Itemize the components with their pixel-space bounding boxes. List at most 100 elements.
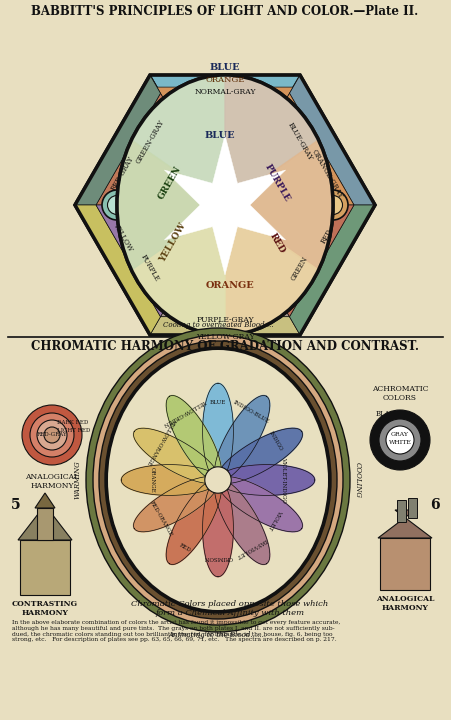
Circle shape: [264, 284, 294, 313]
Text: Cooling to overheated Blood....: Cooling to overheated Blood....: [163, 321, 273, 329]
Bar: [380, 538, 430, 590]
Polygon shape: [132, 205, 225, 335]
Polygon shape: [121, 464, 218, 495]
Polygon shape: [150, 317, 300, 335]
Text: YELLOW-ORANGE: YELLOW-ORANGE: [146, 417, 176, 465]
Circle shape: [44, 427, 60, 443]
Bar: [37, 508, 53, 540]
Polygon shape: [35, 493, 55, 508]
Ellipse shape: [99, 341, 337, 619]
Text: GREEN-GRAY: GREEN-GRAY: [134, 119, 166, 166]
Text: RED-GRAY: RED-GRAY: [110, 155, 136, 192]
Text: PURPLE-GRAY: PURPLE-GRAY: [196, 317, 254, 325]
Text: YELLOW: YELLOW: [158, 222, 188, 264]
Text: GREEN: GREEN: [157, 165, 183, 202]
Polygon shape: [164, 99, 286, 112]
Text: ORANGE-GRAY: ORANGE-GRAY: [310, 148, 344, 199]
Polygon shape: [75, 75, 171, 205]
Polygon shape: [225, 75, 318, 205]
Ellipse shape: [117, 75, 333, 335]
Polygon shape: [215, 480, 270, 564]
Polygon shape: [18, 505, 72, 540]
Text: VIOLET-INDIGO: VIOLET-INDIGO: [281, 457, 286, 503]
Circle shape: [205, 467, 231, 493]
Polygon shape: [215, 395, 270, 481]
Polygon shape: [117, 205, 190, 299]
Circle shape: [386, 426, 414, 454]
Text: WARMING: WARMING: [74, 461, 82, 500]
Text: YELLOW: YELLOW: [111, 220, 134, 252]
Text: In the above elaborate combination of colors the artist has found it impossible : In the above elaborate combination of co…: [12, 620, 341, 642]
Circle shape: [156, 284, 186, 313]
Polygon shape: [218, 464, 315, 495]
Circle shape: [107, 196, 126, 215]
Circle shape: [22, 405, 82, 465]
Polygon shape: [117, 112, 190, 205]
Polygon shape: [150, 299, 300, 335]
Circle shape: [370, 410, 430, 470]
Text: Chromatic Colors placed opposite those which
form a Chemical Affinity with them: Chromatic Colors placed opposite those w…: [131, 600, 329, 617]
Circle shape: [318, 190, 348, 220]
Ellipse shape: [105, 347, 331, 613]
Polygon shape: [225, 205, 318, 335]
Polygon shape: [290, 205, 375, 335]
Polygon shape: [75, 75, 375, 335]
Ellipse shape: [108, 350, 328, 610]
Text: ANALOGICAL
HARMONY: ANALOGICAL HARMONY: [25, 473, 79, 490]
Polygon shape: [279, 75, 375, 205]
Polygon shape: [133, 428, 219, 483]
Text: VIOLET: VIOLET: [267, 508, 283, 530]
Text: BLUE: BLUE: [210, 400, 226, 405]
Polygon shape: [202, 383, 234, 480]
Circle shape: [37, 420, 67, 450]
Text: CHROMATIC HARMONY OF GRADATION AND CONTRAST.: CHROMATIC HARMONY OF GRADATION AND CONTR…: [31, 340, 419, 353]
Text: COOLING: COOLING: [354, 462, 362, 498]
Text: ORANGE: ORANGE: [206, 281, 254, 289]
Text: WHITE: WHITE: [389, 441, 411, 446]
Ellipse shape: [86, 328, 350, 632]
Text: YELLOW-GREEN: YELLOW-GREEN: [163, 398, 207, 427]
Circle shape: [102, 190, 132, 220]
Bar: [20, 540, 70, 595]
Polygon shape: [217, 428, 303, 483]
Text: RED-ORANGE: RED-ORANGE: [148, 500, 173, 538]
Text: ANALOGICAL
HARMONY: ANALOGICAL HARMONY: [376, 595, 434, 612]
Text: BABBITT'S PRINCIPLES OF LIGHT AND COLOR.—Plate II.: BABBITT'S PRINCIPLES OF LIGHT AND COLOR.…: [32, 5, 419, 18]
Polygon shape: [132, 75, 225, 205]
Text: CRIMSON: CRIMSON: [203, 556, 233, 560]
Text: GRAY: GRAY: [391, 433, 409, 438]
Text: 5: 5: [11, 498, 21, 512]
Polygon shape: [171, 112, 279, 144]
Polygon shape: [75, 75, 161, 205]
Text: 6: 6: [430, 498, 440, 512]
Text: ACHROMATIC
COLORS: ACHROMATIC COLORS: [372, 384, 428, 402]
Circle shape: [156, 96, 186, 127]
Text: RED: RED: [320, 228, 334, 246]
Polygon shape: [161, 299, 290, 317]
Circle shape: [323, 196, 342, 215]
Circle shape: [270, 102, 289, 121]
Ellipse shape: [93, 335, 343, 625]
Polygon shape: [75, 205, 161, 335]
Text: BLUE-GRAY: BLUE-GRAY: [286, 122, 314, 163]
Text: CONTRASTING
HARMONY: CONTRASTING HARMONY: [12, 600, 78, 617]
Polygon shape: [260, 205, 333, 299]
Bar: [408, 498, 417, 518]
Polygon shape: [75, 205, 171, 335]
Text: INDIGO-BLUE: INDIGO-BLUE: [232, 400, 270, 425]
Polygon shape: [290, 75, 375, 205]
Bar: [397, 500, 406, 522]
Circle shape: [30, 413, 74, 457]
Polygon shape: [217, 477, 303, 532]
Text: YELLOW-GRAY: YELLOW-GRAY: [196, 333, 254, 341]
Text: DAY-VIOLET: DAY-VIOLET: [235, 536, 267, 559]
Text: RED-GRAY: RED-GRAY: [37, 433, 67, 438]
Polygon shape: [279, 205, 354, 317]
Polygon shape: [96, 205, 171, 317]
Circle shape: [270, 289, 289, 308]
Text: PURPLE: PURPLE: [262, 163, 291, 203]
Text: BLUE: BLUE: [205, 130, 235, 140]
Text: ORANGE: ORANGE: [205, 76, 245, 84]
Polygon shape: [166, 395, 221, 481]
Circle shape: [161, 289, 180, 308]
